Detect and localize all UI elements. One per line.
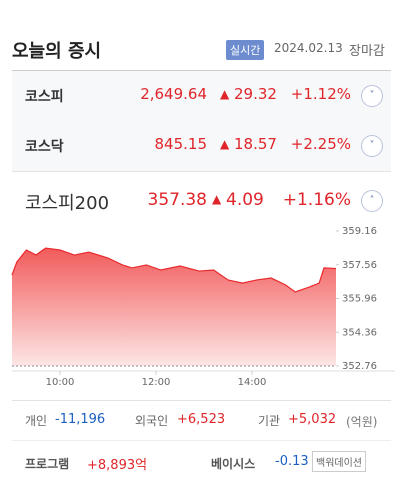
y-tick-label: 357.56 — [342, 260, 377, 271]
intraday-chart: 359.16 357.56 355.96 354.36 352.76 10:00 12:00… — [11, 226, 395, 388]
index-price: 845.15 — [154, 135, 208, 153]
index-name: 코스피 — [25, 89, 64, 105]
index-row[interactable] — [12, 121, 391, 172]
y-tick-label: 352.76 — [342, 361, 377, 372]
index-name: 코스피200 — [25, 193, 110, 214]
divider — [12, 440, 391, 441]
change-arrow: ▲ — [220, 87, 230, 101]
investor-value: +6,523 — [177, 412, 226, 427]
basis-tag: 백워데이션 — [312, 451, 366, 472]
title: 오늘의 증시 — [12, 41, 102, 62]
x-tick-label: 14:00 — [238, 377, 267, 388]
index-row[interactable] — [12, 70, 391, 122]
x-tick-label: 12:00 — [142, 377, 171, 388]
basis-label: 베이시스 — [211, 457, 256, 471]
program-label: 프로그램 — [25, 457, 70, 471]
index-price: 2,649.64 — [140, 85, 207, 103]
x-tick-label: 10:00 — [46, 377, 75, 388]
index-rate: +1.16% — [282, 190, 351, 210]
divider — [12, 400, 391, 401]
change-arrow: ▲ — [212, 192, 222, 206]
expand-button[interactable]: ˅ — [361, 135, 383, 157]
y-tick-label: 359.16 — [342, 226, 377, 237]
investor-label: 기관 — [258, 414, 281, 428]
expand-button[interactable]: ˄ — [361, 190, 383, 212]
price-line — [11, 247, 337, 293]
index-price: 357.38 — [147, 190, 207, 210]
investor-value: +5,032 — [288, 412, 337, 427]
investor-label: 외국인 — [135, 414, 169, 428]
y-tick-label: 355.96 — [342, 294, 377, 305]
basis-value: -0.13 — [275, 454, 309, 469]
area — [12, 248, 336, 366]
index-change: 29.32 — [234, 85, 277, 103]
change-arrow: ▲ — [220, 137, 230, 151]
index-rate: +1.12% — [290, 85, 351, 103]
index-change: 4.09 — [226, 190, 264, 210]
y-tick-label: 354.36 — [342, 327, 377, 338]
unit: (억원) — [346, 415, 378, 429]
investor-value: -11,196 — [55, 412, 106, 427]
index-name: 코스닥 — [25, 139, 64, 155]
expand-button[interactable]: ˅ — [361, 85, 383, 107]
realtime-badge: 실시간 — [226, 40, 265, 60]
index-change: 18.57 — [234, 135, 277, 153]
program-value: +8,893억 — [87, 458, 148, 473]
status: 장마감 — [349, 44, 385, 59]
investor-label: 개인 — [25, 414, 48, 428]
date: 2024.02.13 — [274, 41, 343, 55]
index-rate: +2.25% — [290, 135, 351, 153]
